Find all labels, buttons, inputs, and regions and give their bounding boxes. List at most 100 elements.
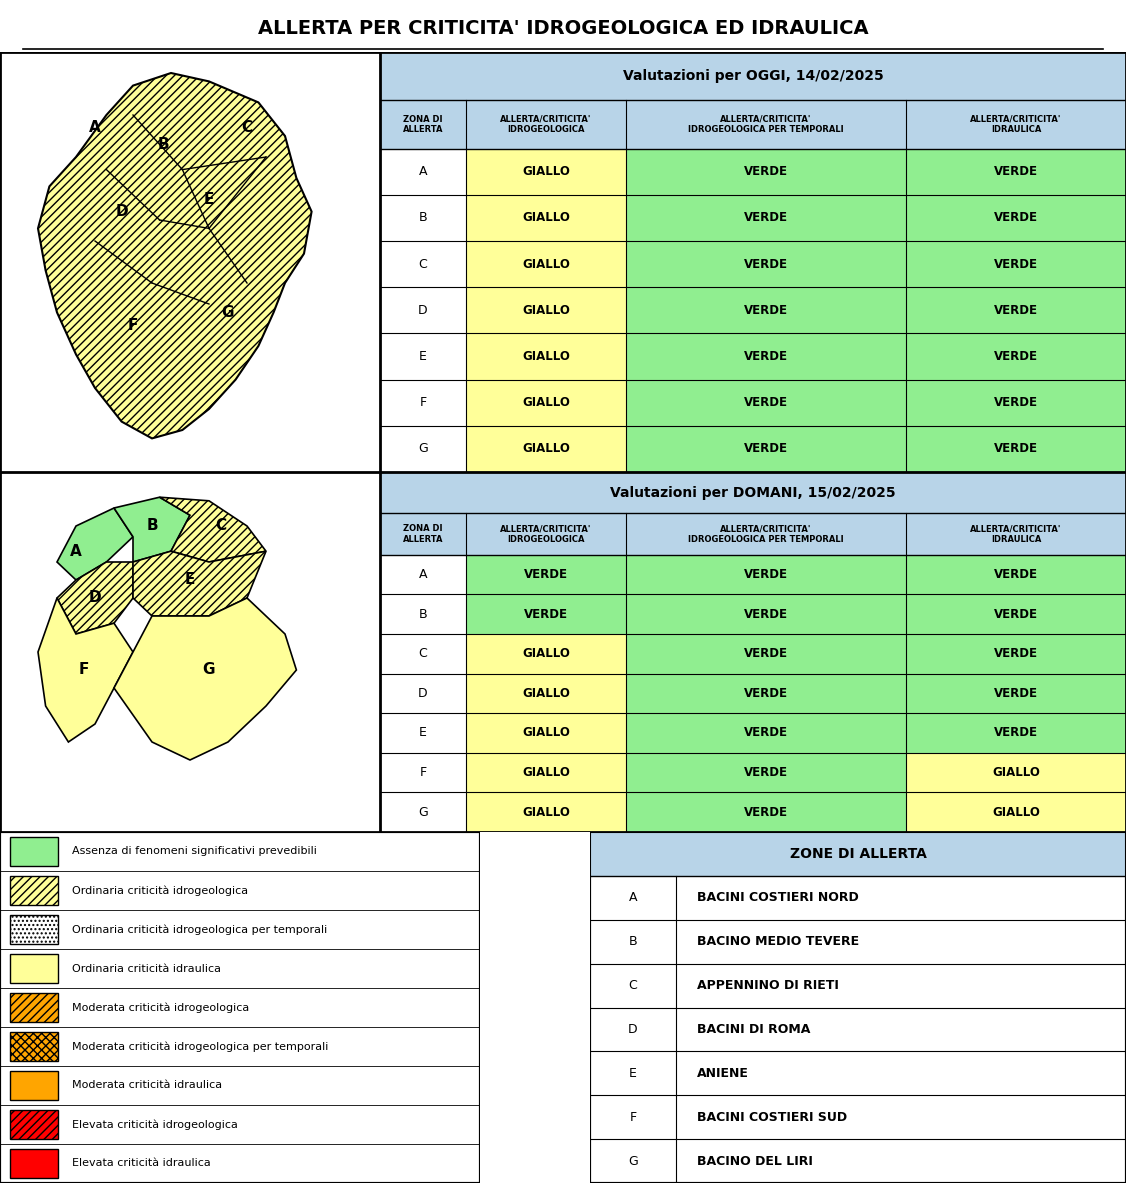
Bar <box>626 195 906 241</box>
Text: ZONA DI
ALLERTA: ZONA DI ALLERTA <box>403 115 444 134</box>
Bar <box>466 287 626 334</box>
Bar <box>626 713 906 752</box>
Text: VERDE: VERDE <box>994 304 1038 317</box>
Bar <box>379 634 466 673</box>
Text: A: A <box>419 166 427 179</box>
Bar <box>906 241 1126 287</box>
Polygon shape <box>57 508 133 580</box>
Text: ANIENE: ANIENE <box>697 1067 749 1080</box>
Text: ALLERTA/CRITICITA'
IDROGEOLOGICA PER TEMPORALI: ALLERTA/CRITICITA' IDROGEOLOGICA PER TEM… <box>688 115 843 134</box>
Text: VERDE: VERDE <box>744 608 788 621</box>
Text: ALLERTA/CRITICITA'
IDROGEOLOGICA PER TEMPORALI: ALLERTA/CRITICITA' IDROGEOLOGICA PER TEM… <box>688 524 843 544</box>
Bar <box>10 953 57 983</box>
Text: VERDE: VERDE <box>994 687 1038 700</box>
Bar <box>379 594 466 634</box>
Bar <box>379 241 466 287</box>
Text: GIALLO: GIALLO <box>522 258 570 271</box>
Bar <box>466 793 626 832</box>
Bar <box>379 793 466 832</box>
Text: VERDE: VERDE <box>744 806 788 819</box>
Text: GIALLO: GIALLO <box>522 212 570 225</box>
Bar <box>906 634 1126 673</box>
Text: G: G <box>628 1155 637 1168</box>
Text: C: C <box>215 518 226 534</box>
Text: APPENNINO DI RIETI: APPENNINO DI RIETI <box>697 980 839 993</box>
Text: GIALLO: GIALLO <box>522 166 570 179</box>
Bar <box>379 752 466 793</box>
Bar <box>626 101 906 149</box>
Text: F: F <box>419 767 427 780</box>
Bar <box>626 673 906 713</box>
Polygon shape <box>114 597 296 759</box>
Text: VERDE: VERDE <box>524 568 568 581</box>
Bar <box>466 241 626 287</box>
Text: VERDE: VERDE <box>994 258 1038 271</box>
Bar <box>466 752 626 793</box>
Bar <box>466 673 626 713</box>
Bar <box>906 426 1126 472</box>
Text: Elevata criticità idrogeologica: Elevata criticità idrogeologica <box>72 1119 238 1130</box>
Bar <box>626 793 906 832</box>
Text: VERDE: VERDE <box>994 166 1038 179</box>
Text: Valutazioni per DOMANI, 15/02/2025: Valutazioni per DOMANI, 15/02/2025 <box>610 486 896 499</box>
Text: VERDE: VERDE <box>744 442 788 455</box>
Text: GIALLO: GIALLO <box>992 767 1040 780</box>
Text: GIALLO: GIALLO <box>522 396 570 409</box>
Text: ALLERTA/CRITICITA'
IDRAULICA: ALLERTA/CRITICITA' IDRAULICA <box>971 524 1062 544</box>
Bar <box>466 101 626 149</box>
Text: D: D <box>115 205 128 219</box>
Bar <box>906 555 1126 594</box>
Bar <box>466 426 626 472</box>
Bar <box>626 594 906 634</box>
Text: B: B <box>419 212 427 225</box>
Bar <box>626 287 906 334</box>
Text: VERDE: VERDE <box>744 647 788 660</box>
Bar <box>379 513 466 555</box>
Text: Ordinaria criticità idrogeologica per temporali: Ordinaria criticità idrogeologica per te… <box>72 924 328 935</box>
Text: A: A <box>70 544 82 558</box>
Text: G: G <box>418 442 428 455</box>
Bar <box>626 752 906 793</box>
Polygon shape <box>133 551 266 616</box>
Text: B: B <box>146 518 158 534</box>
Text: GIALLO: GIALLO <box>522 726 570 739</box>
Text: Moderata criticità idraulica: Moderata criticità idraulica <box>72 1080 222 1091</box>
Text: VERDE: VERDE <box>994 726 1038 739</box>
Bar <box>626 513 906 555</box>
Bar <box>379 472 1126 513</box>
Text: Moderata criticità idrogeologica: Moderata criticità idrogeologica <box>72 1002 249 1013</box>
Bar <box>906 793 1126 832</box>
Bar <box>466 713 626 752</box>
Bar <box>906 594 1126 634</box>
Bar <box>379 426 466 472</box>
Bar <box>466 594 626 634</box>
Bar <box>906 380 1126 426</box>
Text: VERDE: VERDE <box>744 568 788 581</box>
Bar <box>10 914 57 944</box>
Bar <box>626 634 906 673</box>
Bar <box>379 673 466 713</box>
Text: ALLERTA/CRITICITA'
IDROGEOLOGICA: ALLERTA/CRITICITA' IDROGEOLOGICA <box>500 115 591 134</box>
Text: VERDE: VERDE <box>744 304 788 317</box>
Bar <box>906 513 1126 555</box>
Text: A: A <box>628 891 637 904</box>
Text: C: C <box>241 121 252 135</box>
Bar <box>466 555 626 594</box>
Text: ALLERTA PER CRITICITA' IDROGEOLOGICA ED IDRAULICA: ALLERTA PER CRITICITA' IDROGEOLOGICA ED … <box>258 19 868 38</box>
Text: ALLERTA/CRITICITA'
IDROGEOLOGICA: ALLERTA/CRITICITA' IDROGEOLOGICA <box>500 524 591 544</box>
Text: G: G <box>203 662 215 678</box>
Bar <box>466 380 626 426</box>
Text: BACINO DEL LIRI: BACINO DEL LIRI <box>697 1155 813 1168</box>
Text: BACINI COSTIERI SUD: BACINI COSTIERI SUD <box>697 1111 848 1124</box>
Bar <box>626 334 906 380</box>
Bar <box>626 426 906 472</box>
Text: E: E <box>629 1067 637 1080</box>
Bar <box>379 713 466 752</box>
Bar <box>10 1071 57 1100</box>
Text: BACINI COSTIERI NORD: BACINI COSTIERI NORD <box>697 891 859 904</box>
Bar <box>906 101 1126 149</box>
Bar <box>906 334 1126 380</box>
Bar <box>626 555 906 594</box>
Text: Valutazioni per OGGI, 14/02/2025: Valutazioni per OGGI, 14/02/2025 <box>623 69 884 83</box>
Text: VERDE: VERDE <box>744 726 788 739</box>
